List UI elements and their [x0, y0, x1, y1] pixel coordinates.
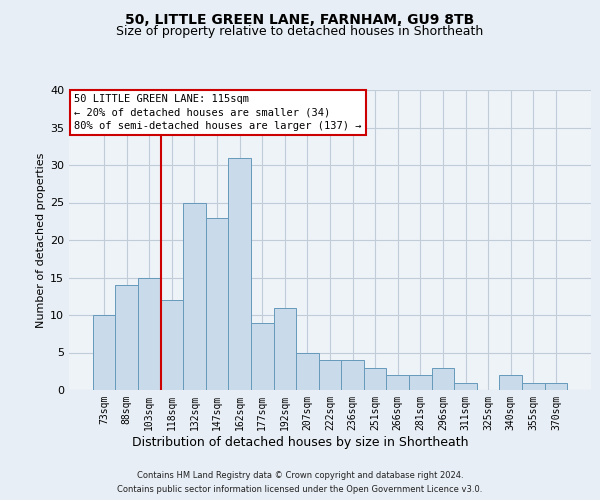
Bar — [522, 382, 545, 390]
Bar — [206, 218, 229, 390]
Text: Contains public sector information licensed under the Open Government Licence v3: Contains public sector information licen… — [118, 484, 482, 494]
Text: 50, LITTLE GREEN LANE, FARNHAM, GU9 8TB: 50, LITTLE GREEN LANE, FARNHAM, GU9 8TB — [125, 12, 475, 26]
Bar — [499, 375, 522, 390]
Bar — [545, 382, 567, 390]
Bar — [115, 285, 138, 390]
Bar — [93, 315, 115, 390]
Y-axis label: Number of detached properties: Number of detached properties — [36, 152, 46, 328]
Bar — [274, 308, 296, 390]
Bar — [409, 375, 431, 390]
Text: Contains HM Land Registry data © Crown copyright and database right 2024.: Contains HM Land Registry data © Crown c… — [137, 472, 463, 480]
Bar — [386, 375, 409, 390]
Bar — [296, 352, 319, 390]
Bar — [431, 368, 454, 390]
Bar — [454, 382, 477, 390]
Text: Size of property relative to detached houses in Shortheath: Size of property relative to detached ho… — [116, 25, 484, 38]
Bar — [319, 360, 341, 390]
Text: 50 LITTLE GREEN LANE: 115sqm
← 20% of detached houses are smaller (34)
80% of se: 50 LITTLE GREEN LANE: 115sqm ← 20% of de… — [74, 94, 362, 131]
Text: Distribution of detached houses by size in Shortheath: Distribution of detached houses by size … — [132, 436, 468, 449]
Bar — [138, 278, 161, 390]
Bar — [183, 202, 206, 390]
Bar — [341, 360, 364, 390]
Bar — [364, 368, 386, 390]
Bar — [229, 158, 251, 390]
Bar — [251, 322, 274, 390]
Bar — [161, 300, 183, 390]
